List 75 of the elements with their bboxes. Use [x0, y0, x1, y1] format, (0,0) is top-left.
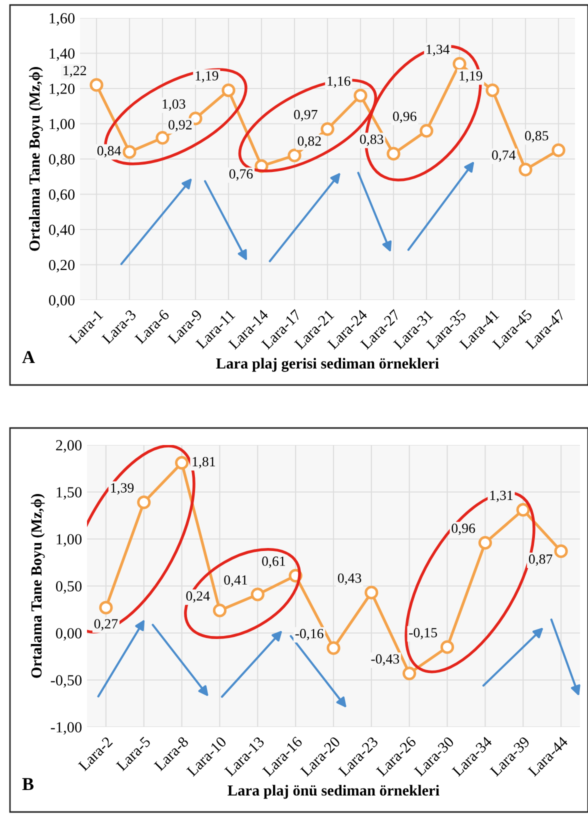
- text: B: [22, 778, 34, 790]
- data-label: 0,87: [528, 554, 552, 566]
- data-label: 0,97: [294, 110, 318, 122]
- data-label: 1,03: [162, 99, 186, 111]
- point: [212, 604, 227, 618]
- data-label: 1,34: [426, 44, 450, 56]
- y-tick-label: 2,00: [56, 440, 82, 453]
- data-label: 0,96: [452, 524, 476, 535]
- y-tick-label: -0,50: [50, 675, 82, 688]
- point: [99, 600, 113, 614]
- data-label: 1,39: [111, 483, 134, 495]
- point: [552, 143, 566, 157]
- data-label: 1,19: [460, 71, 482, 82]
- data-label: -0,43: [371, 654, 400, 666]
- y-tick-label: 0,80: [48, 154, 75, 167]
- data-label: 0,24: [186, 591, 210, 603]
- x-axis-title: Lara plaj önü sediman örnekleri: [228, 784, 440, 799]
- data-label: 0,74: [492, 150, 516, 162]
- data-label: 1,81: [192, 456, 215, 468]
- point: [354, 88, 368, 102]
- y-tick-label: 0,00: [48, 295, 75, 308]
- y-tick-label: 1,60: [50, 13, 75, 26]
- point: [440, 640, 454, 654]
- text: A: [22, 351, 35, 363]
- x-axis-title: Lara plaj gerisi sediman örnekleri: [216, 358, 439, 372]
- data-label: 0,84: [97, 146, 121, 158]
- data-label: 0,43: [338, 573, 362, 585]
- y-tick-label: 0,40: [48, 224, 75, 238]
- point: [486, 83, 500, 98]
- y-tick-label: 1,00: [56, 534, 82, 547]
- data-label: 1,16: [328, 76, 350, 88]
- data-label: 0,85: [525, 131, 548, 142]
- y-tick-label: 0,00: [56, 628, 82, 641]
- point: [516, 503, 530, 517]
- point: [518, 162, 532, 176]
- point: [402, 666, 416, 680]
- data-label: 0,96: [393, 112, 416, 124]
- y-axis-title: Ortalama Tane Boyu (Mz,ϕ): [30, 494, 45, 678]
- point: [156, 131, 170, 145]
- point: [250, 588, 264, 602]
- y-axis-title: Ortalama Tane Boyu (Mz,ϕ): [28, 67, 43, 251]
- point: [222, 83, 236, 98]
- point: [452, 57, 466, 71]
- data-label: 1,31: [490, 490, 513, 502]
- y-tick-label: 1,00: [50, 118, 75, 132]
- data-label: 0,41: [224, 575, 248, 587]
- data-label: 0,92: [168, 120, 192, 132]
- point: [137, 496, 151, 510]
- point: [326, 641, 340, 655]
- point: [288, 148, 302, 162]
- point: [478, 536, 492, 550]
- point: [364, 586, 378, 600]
- point: [122, 145, 136, 159]
- point: [90, 78, 104, 92]
- y-tick-label: 1,50: [56, 487, 82, 500]
- data-label: -0,15: [409, 628, 438, 640]
- data-label: 0,27: [94, 619, 118, 631]
- data-label: 1,19: [196, 71, 218, 82]
- y-tick-label: 0,60: [48, 189, 75, 202]
- data-label: 0,76: [229, 169, 253, 181]
- point: [554, 544, 568, 558]
- data-label: 1,22: [64, 66, 86, 78]
- data-label: 0,83: [360, 134, 384, 146]
- point: [320, 122, 334, 136]
- data-label: 0,61: [262, 556, 286, 568]
- data-label: 0,82: [298, 136, 321, 148]
- y-tick-label: 0,50: [56, 581, 82, 594]
- y-tick-label: 1,40: [50, 48, 75, 61]
- y-tick-label: -1,00: [50, 722, 82, 735]
- point: [386, 146, 400, 161]
- data-label: -0,16: [295, 628, 324, 640]
- point: [420, 124, 434, 138]
- y-tick-label: 0,20: [48, 260, 75, 272]
- point: [175, 456, 189, 470]
- y-tick-label: 1,20: [50, 84, 75, 96]
